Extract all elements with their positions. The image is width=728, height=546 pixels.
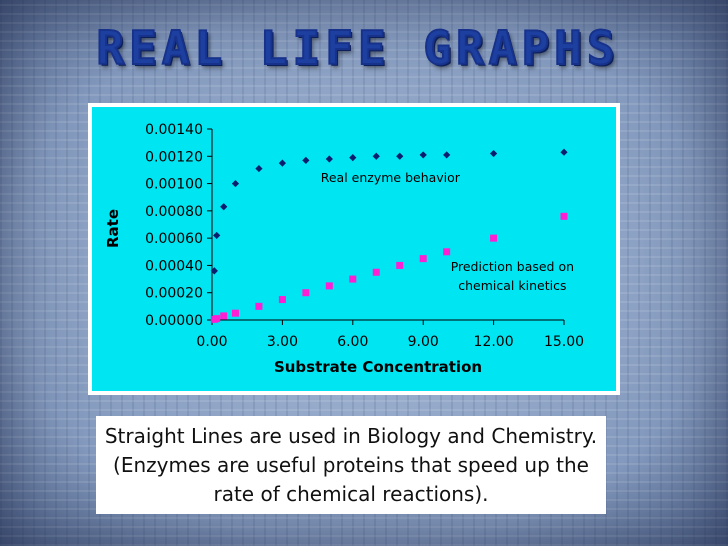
plot-area: 0.000000.000200.000400.000600.000800.001… xyxy=(104,122,584,376)
prediction-point xyxy=(302,289,310,297)
prediction-point xyxy=(396,261,404,269)
prediction-point xyxy=(560,212,568,220)
prediction-point xyxy=(255,302,263,310)
prediction-point xyxy=(278,296,286,304)
prediction-point xyxy=(372,268,380,276)
y-tick-label: 0.00060 xyxy=(145,231,203,247)
real-enzyme-point xyxy=(349,154,357,162)
prediction-point xyxy=(419,255,427,263)
scatter-chart: 0.000000.000200.000400.000600.000800.001… xyxy=(92,107,616,391)
prediction-point xyxy=(443,248,451,256)
x-tick-label: 6.00 xyxy=(337,334,368,350)
real-enzyme-point xyxy=(213,231,221,240)
caption-text: Straight Lines are used in Biology and C… xyxy=(104,423,598,506)
y-tick-label: 0.00120 xyxy=(145,149,203,165)
slide-title: REAL LIFE GRAPHS xyxy=(92,18,624,78)
y-tick-label: 0.00080 xyxy=(145,204,203,220)
x-tick-label: 3.00 xyxy=(267,334,298,350)
real-enzyme-point xyxy=(419,151,427,159)
x-tick-label: 12.00 xyxy=(474,334,514,350)
y-tick-label: 0.00020 xyxy=(145,286,203,302)
chart-frame: 0.00000 0.00020 0.00040 0.00060 0.00080 0.001… xyxy=(88,103,620,395)
real-enzyme-point xyxy=(220,203,228,211)
x-axis-title: Substrate Concentration xyxy=(274,358,482,376)
prediction-point xyxy=(490,234,498,242)
annotation-prediction: Prediction based on xyxy=(451,259,574,274)
y-tick-label: 0.00140 xyxy=(145,122,203,138)
real-enzyme-point xyxy=(443,151,451,159)
prediction-point xyxy=(231,309,239,317)
annotation-real-enzyme: Real enzyme behavior xyxy=(321,170,461,185)
y-tick-label: 0.00040 xyxy=(145,258,203,274)
y-tick-label: 0.00000 xyxy=(145,313,203,329)
prediction-point xyxy=(213,315,221,323)
real-enzyme-point xyxy=(302,156,310,164)
x-tick-label: 0.00 xyxy=(196,334,227,350)
x-tick-label: 9.00 xyxy=(408,334,439,350)
y-tick-label: 0.00100 xyxy=(145,177,203,193)
plot-background xyxy=(212,129,564,320)
real-enzyme-point xyxy=(396,152,404,160)
real-enzyme-point xyxy=(372,152,380,160)
y-axis-title: Rate xyxy=(104,209,122,248)
caption-box: Straight Lines are used in Biology and C… xyxy=(96,416,606,514)
prediction-point xyxy=(220,312,228,320)
prediction-point xyxy=(349,275,357,283)
real-enzyme-point xyxy=(560,148,568,156)
annotation-prediction: chemical kinetics xyxy=(458,278,566,293)
real-enzyme-point xyxy=(490,149,498,158)
prediction-point xyxy=(325,282,333,290)
x-tick-label: 15.00 xyxy=(544,334,584,350)
